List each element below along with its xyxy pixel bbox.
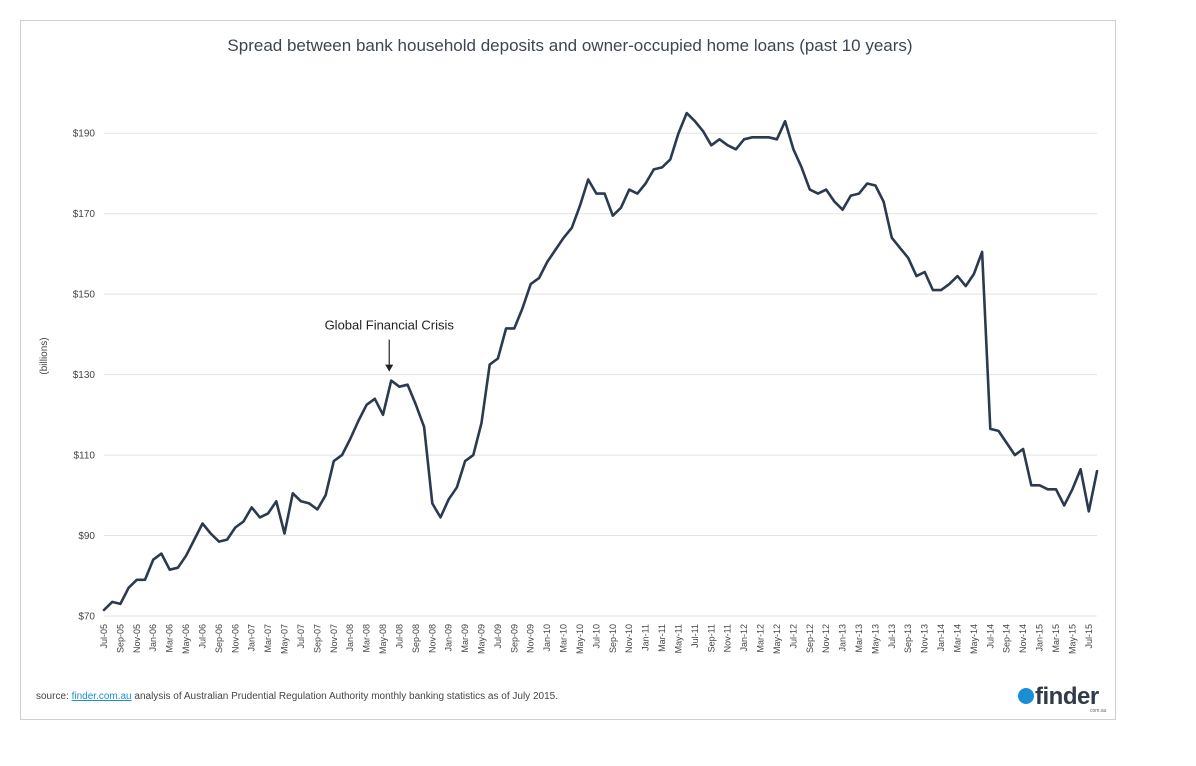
chart-frame: [20, 20, 1116, 720]
x-tick-label: Nov-07: [329, 624, 339, 653]
x-tick-label: Mar-11: [657, 624, 667, 652]
x-tick-label: Jul-13: [887, 624, 897, 649]
source-prefix: source:: [36, 691, 72, 702]
series-line: [102, 111, 1099, 612]
x-tick-label: May-07: [280, 624, 290, 654]
y-tick-label: $90: [78, 531, 95, 542]
x-tick-label: Jan-14: [936, 624, 946, 652]
x-tick-label: Sep-08: [411, 624, 421, 653]
x-tick-label: Jan-13: [838, 624, 848, 652]
x-tick-label: May-11: [673, 624, 683, 653]
x-tick-label: May-12: [772, 624, 782, 654]
logo-subtext: com.au: [1090, 708, 1107, 714]
x-tick-label: Jul-12: [788, 624, 798, 649]
x-tick-label: Sep-12: [805, 624, 815, 653]
magnifier-icon: [1018, 688, 1034, 704]
x-tick-label: Sep-13: [903, 624, 913, 653]
x-tick-label: Jul-06: [197, 624, 207, 649]
x-tick-label: Jul-10: [591, 624, 601, 649]
x-tick-label: May-08: [378, 624, 388, 654]
x-tick-label: Mar-14: [952, 624, 962, 653]
x-tick-label: Jul-15: [1084, 624, 1094, 649]
x-tick-label: Sep-10: [608, 624, 618, 653]
x-tick-label: Jan-12: [739, 624, 749, 652]
x-tick-label: Mar-09: [460, 624, 470, 653]
y-tick-label: $170: [73, 209, 96, 220]
y-tick-label: $110: [73, 451, 95, 462]
x-tick-label: Nov-08: [427, 624, 437, 653]
x-tick-label: Nov-09: [526, 624, 536, 653]
x-tick-label: Mar-06: [165, 624, 175, 653]
x-tick-label: Nov-05: [132, 624, 142, 653]
x-tick-label: Nov-12: [821, 624, 831, 653]
x-tick-label: May-06: [181, 624, 191, 654]
y-axis-label: (billions): [39, 337, 50, 374]
x-tick-label: May-10: [575, 624, 585, 654]
x-tick-label: Nov-10: [624, 624, 634, 653]
x-tick-label: Jul-14: [985, 624, 995, 649]
source-link[interactable]: finder.com.au: [71, 691, 132, 702]
x-tick-label: Mar-10: [559, 624, 569, 653]
y-tick-label: $150: [73, 290, 96, 301]
x-tick-label: Mar-12: [756, 624, 766, 653]
x-tick-label: Jul-08: [394, 624, 404, 649]
x-tick-label: Nov-13: [920, 624, 930, 653]
source-note: source: finder.com.au analysis of Austra…: [36, 691, 558, 702]
x-tick-label: Sep-06: [214, 624, 224, 653]
x-tick-label: May-09: [477, 624, 487, 654]
x-tick-label: Jul-09: [493, 624, 503, 649]
gfc-annotation: Global Financial Crisis: [325, 318, 455, 372]
x-tick-label: Mar-07: [263, 624, 273, 653]
y-tick-label: $190: [73, 129, 96, 140]
x-tick-label: Nov-11: [723, 624, 733, 652]
x-tick-label: Nov-06: [230, 624, 240, 653]
x-tick-label: Sep-07: [312, 624, 322, 653]
chart-title: Spread between bank household deposits a…: [227, 36, 913, 55]
x-tick-label: Sep-09: [509, 624, 519, 653]
x-tick-labels: Jul-05 Sep-05 Nov-05 Jan-06 Mar-06 May-06 Jul-…: [99, 624, 1094, 654]
x-tick-label: Mar-13: [854, 624, 864, 653]
x-tick-label: Nov-14: [1018, 624, 1028, 653]
x-tick-label: Jan-06: [148, 624, 158, 652]
x-tick-label: Sep-11: [706, 624, 716, 652]
annotation-arrowhead: [385, 364, 394, 372]
y-tick-label: $130: [73, 370, 96, 381]
x-tick-label: Jul-11: [690, 624, 700, 648]
y-tick-label: $70: [78, 612, 95, 623]
source-suffix: analysis of Australian Prudential Regula…: [131, 691, 558, 702]
x-tick-label: Sep-14: [1002, 624, 1012, 653]
x-tick-label: Jan-07: [247, 624, 257, 652]
annotation-label: Global Financial Crisis: [325, 318, 455, 333]
x-tick-label: Mar-15: [1051, 624, 1061, 653]
x-tick-label: Jan-15: [1035, 624, 1045, 652]
x-tick-label: Jan-09: [444, 624, 454, 652]
x-tick-label: Jul-05: [99, 624, 109, 649]
x-tick-label: Jul-07: [296, 624, 306, 649]
x-tick-label: May-14: [969, 624, 979, 654]
gridlines: [104, 132, 1097, 617]
x-tick-label: Jan-11: [641, 624, 651, 651]
x-tick-label: May-13: [870, 624, 880, 654]
x-tick-label: Mar-08: [362, 624, 372, 653]
logo-wordmark: finder: [1035, 683, 1099, 710]
x-tick-label: Jan-10: [542, 624, 552, 652]
x-tick-label: May-15: [1067, 624, 1077, 654]
y-tick-labels: $70 $90 $110 $130 $150 $170 $190: [73, 129, 96, 623]
x-tick-label: Sep-05: [115, 624, 125, 653]
x-tick-label: Jan-08: [345, 624, 355, 652]
